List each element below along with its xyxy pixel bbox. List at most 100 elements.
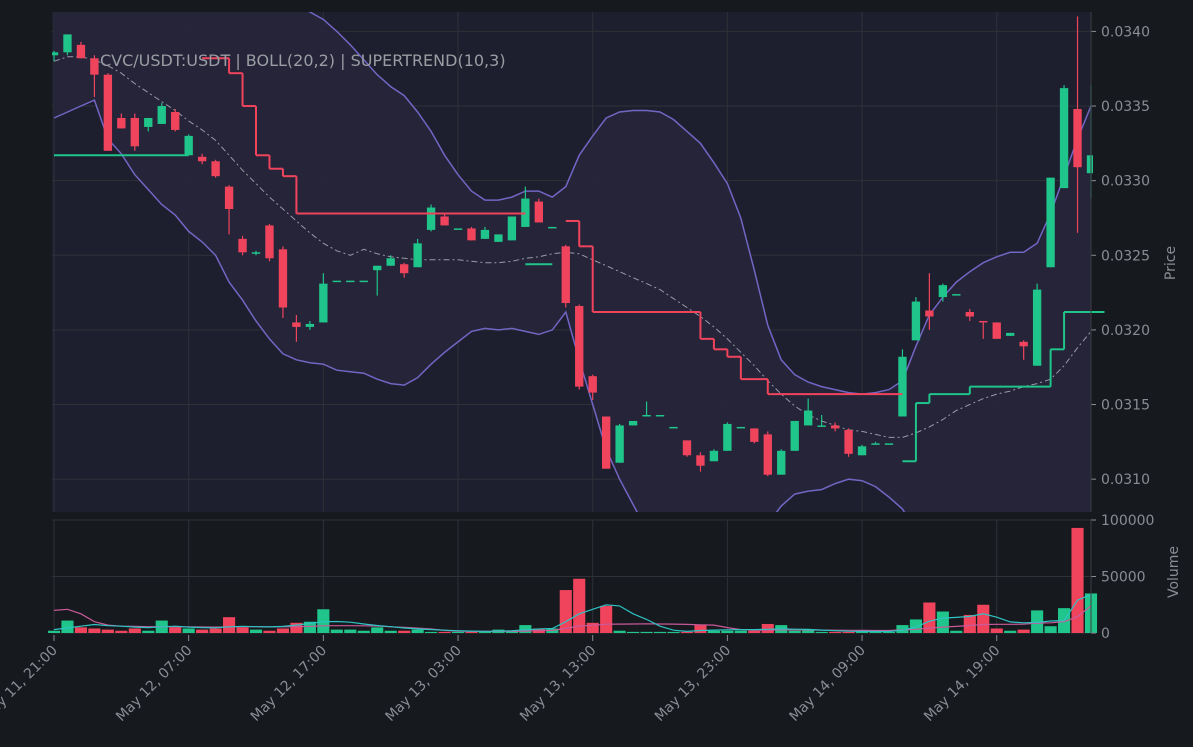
candle-body xyxy=(628,420,638,426)
volume-bar xyxy=(47,630,61,633)
volume-bar xyxy=(465,631,478,633)
price-tick-label: 0.0340 xyxy=(1101,24,1150,40)
boll-upper-line xyxy=(308,12,1092,395)
price-axis-label: Price xyxy=(1163,246,1179,280)
volume-bar xyxy=(276,628,290,633)
candle-body xyxy=(696,455,705,466)
volume-bar xyxy=(586,622,599,633)
volume-bar xyxy=(128,628,141,633)
price-tick-label: 0.0315 xyxy=(1101,398,1150,414)
volume-bar xyxy=(1017,629,1030,633)
candle-body xyxy=(453,228,463,230)
volume-bar xyxy=(559,590,572,633)
candles xyxy=(52,16,1093,477)
volume-bar xyxy=(869,631,882,633)
candle-body xyxy=(790,420,799,451)
candle-body xyxy=(777,450,786,475)
volume-bar xyxy=(1031,610,1044,633)
candle-body xyxy=(1019,341,1028,347)
candle-body xyxy=(723,423,732,451)
volume-bar xyxy=(600,605,613,633)
candle-body xyxy=(480,229,490,239)
candle-body xyxy=(615,425,624,463)
volume-ma-short-line xyxy=(53,594,1092,633)
price-tick-label: 0.0335 xyxy=(1101,99,1150,115)
volume-bar xyxy=(411,629,424,633)
volume-bar xyxy=(613,630,626,633)
price-tick-label: 0.0330 xyxy=(1101,174,1150,190)
candle-body xyxy=(305,323,315,327)
volume-bar xyxy=(936,611,949,633)
candle-body xyxy=(319,283,328,323)
volume-bar xyxy=(371,627,384,633)
candle-body xyxy=(171,112,180,130)
volume-bar xyxy=(438,631,451,633)
candle-body xyxy=(184,135,193,156)
candle-body xyxy=(844,429,853,454)
candle-body xyxy=(736,426,746,429)
candle-body xyxy=(952,294,961,296)
volume-bar xyxy=(344,629,357,633)
chart-title: CVC/USDT:USDT | BOLL(20,2) | SUPERTREND(… xyxy=(100,51,506,70)
candle-body xyxy=(898,356,907,417)
candle-body xyxy=(90,58,99,75)
candle-body xyxy=(157,106,166,124)
volume-bar xyxy=(1004,630,1017,633)
candle-body xyxy=(440,216,449,226)
candle-body xyxy=(938,285,948,298)
candle-body xyxy=(534,201,544,223)
volume-bar xyxy=(236,627,249,633)
volume-tick-label: 100000 xyxy=(1101,513,1154,529)
candle-body xyxy=(103,74,113,151)
volume-bar xyxy=(101,629,114,633)
volume-bar xyxy=(707,630,720,633)
volume-bar xyxy=(573,578,586,633)
candle-body xyxy=(359,280,368,283)
volume-bar xyxy=(748,630,761,633)
volume-bar xyxy=(74,627,87,633)
candle-body xyxy=(292,322,301,327)
candle-body xyxy=(52,52,59,56)
candle-body xyxy=(1046,177,1055,268)
candle-body xyxy=(642,414,651,417)
candle-body xyxy=(655,414,665,417)
supertrend xyxy=(54,57,1105,463)
volume-bar xyxy=(61,620,74,633)
volume-tick-label: 0 xyxy=(1101,626,1110,642)
volume-bar xyxy=(478,631,492,633)
volume-bar xyxy=(209,628,222,633)
volume-bar xyxy=(653,631,667,633)
volume-bar xyxy=(196,629,209,633)
volume-bar xyxy=(640,631,653,633)
volume-panel xyxy=(47,527,1098,633)
candle-body xyxy=(804,410,813,426)
volume-bar xyxy=(963,614,976,633)
volume-bar xyxy=(923,602,936,633)
boll-lower-line xyxy=(53,99,906,512)
candle-body xyxy=(224,186,234,210)
volume-bar xyxy=(290,622,303,633)
volume-axis-label: Volume xyxy=(1166,546,1182,598)
volume-bar xyxy=(815,631,828,633)
volume-bar xyxy=(330,629,343,633)
candle-body xyxy=(548,226,557,229)
candle-body xyxy=(1059,88,1069,189)
volume-bar xyxy=(115,630,128,633)
volume-bar xyxy=(88,628,101,633)
boll-fill xyxy=(54,12,1091,512)
candle-body xyxy=(413,243,422,268)
candle-body xyxy=(238,238,247,253)
volume-bar xyxy=(425,631,438,633)
volume-bar xyxy=(451,631,465,633)
candle-body xyxy=(467,228,476,241)
candle-body xyxy=(682,440,692,456)
volume-bar xyxy=(680,631,694,633)
volume-bar xyxy=(667,631,680,633)
volume-bar xyxy=(842,631,855,633)
candle-body xyxy=(332,280,341,283)
price-tick-label: 0.0310 xyxy=(1101,472,1150,488)
candle-body xyxy=(561,246,570,304)
candle-body xyxy=(197,156,207,162)
